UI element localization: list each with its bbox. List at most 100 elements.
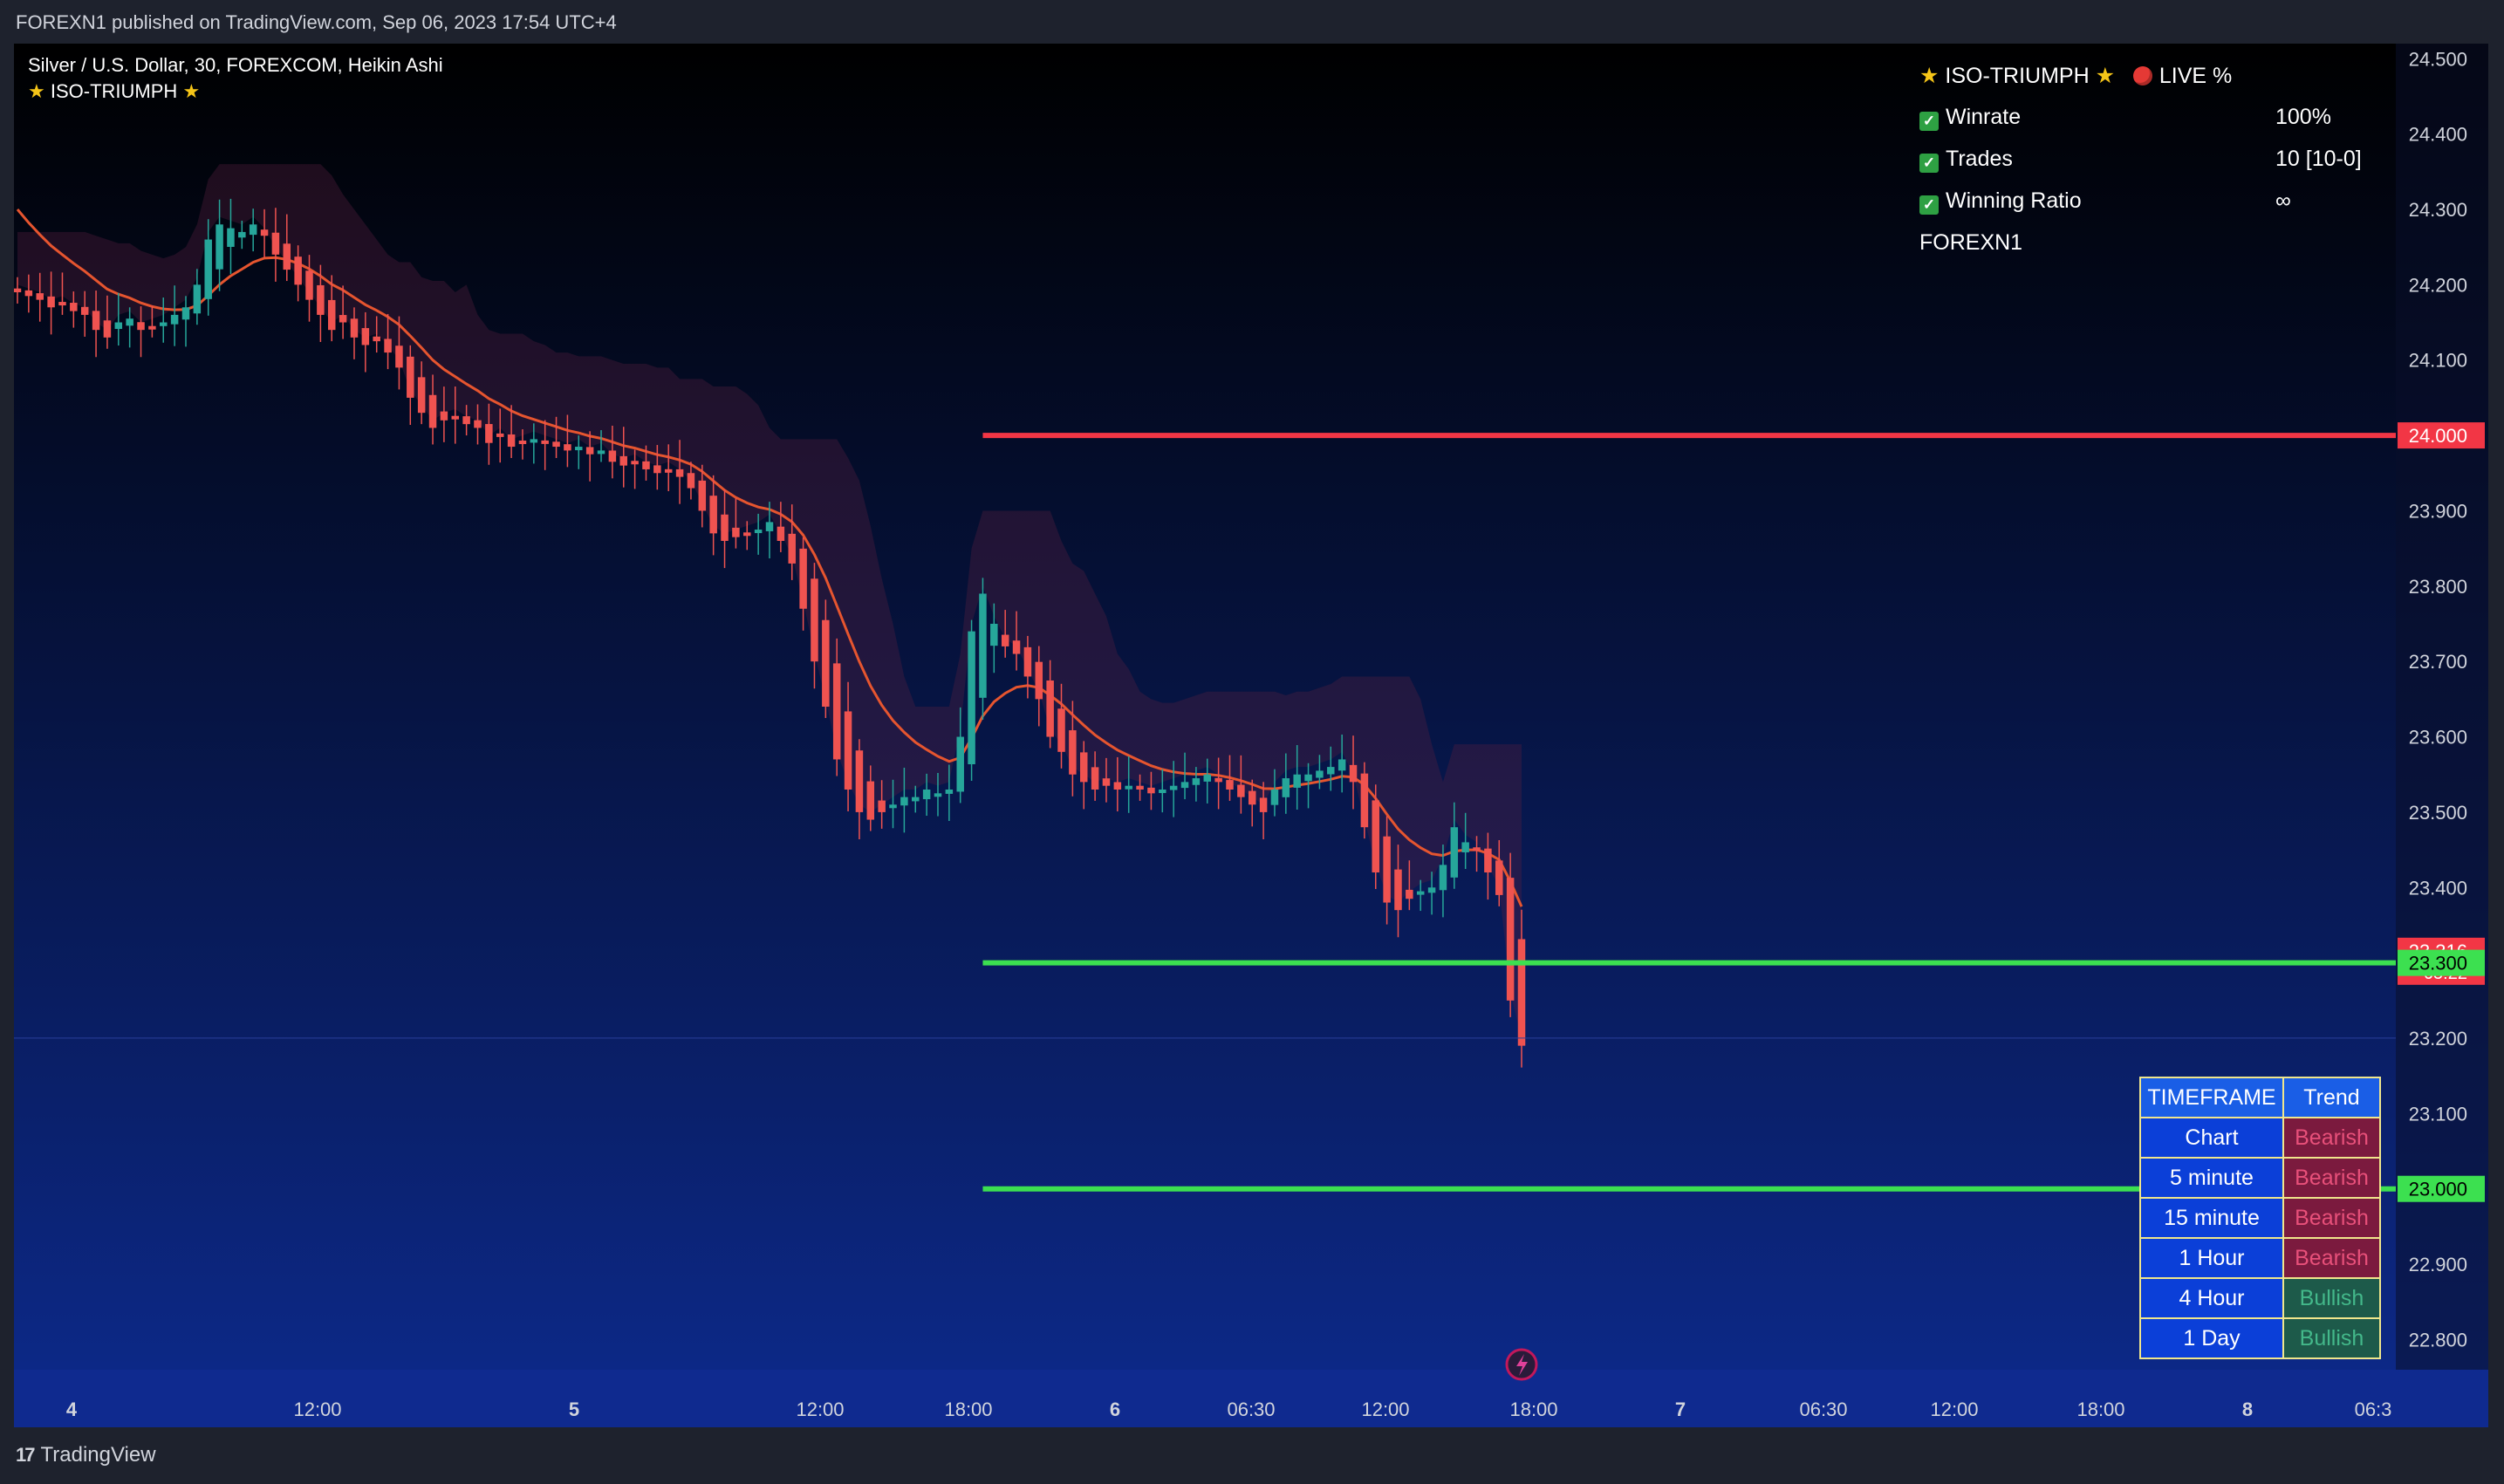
y-tick-label: 22.900 (2409, 1254, 2467, 1275)
chart-area[interactable]: 24.500 24.400 24.300 24.200 24.100 23.900 23.8… (14, 44, 2488, 1427)
indicator-legend[interactable]: ★ ISO-TRIUMPH ★ (28, 80, 200, 103)
candle-body (1517, 939, 1526, 1046)
candle-body (485, 424, 493, 443)
candle-body (1192, 778, 1201, 785)
y-tick-label: 24.300 (2409, 199, 2467, 221)
candle-body (990, 624, 998, 646)
candle-body (1046, 680, 1054, 737)
candle-body (216, 224, 223, 270)
candle-body (317, 284, 325, 315)
candle-body (1214, 777, 1222, 783)
candle-body (866, 781, 875, 820)
y-tick-label: 24.200 (2409, 274, 2467, 296)
candle-body (1427, 887, 1436, 893)
candle-body (619, 455, 627, 466)
price-label: 23.000 (2409, 1179, 2467, 1200)
check-icon: ✓ (1919, 195, 1939, 215)
symbol-legend[interactable]: Silver / U.S. Dollar, 30, FOREXCOM, Heik… (28, 54, 443, 77)
candle-body (855, 750, 864, 812)
tradingview-logo[interactable]: 17 TradingView (16, 1443, 156, 1467)
price-label-bg (2398, 422, 2485, 449)
chart-background (14, 44, 2488, 1427)
candle-body (1169, 785, 1178, 790)
star-icon: ★ (1919, 64, 1940, 88)
candle-body (1203, 774, 1212, 782)
live-label: LIVE % (2159, 64, 2233, 88)
candle-body (832, 663, 841, 760)
table-row: 15 minute Bearish (2139, 1197, 2381, 1239)
stats-value: ∞ (2275, 188, 2291, 213)
candle-body (1506, 878, 1515, 1001)
candle-body (1304, 774, 1312, 782)
candle-body (844, 711, 852, 790)
candle-body (642, 461, 650, 469)
candle-body (80, 306, 89, 315)
timeframe-cell: Chart (2139, 1117, 2284, 1159)
stats-row: ✓ Winrate (1919, 105, 2021, 131)
candle-body (754, 530, 763, 534)
candle-body (1012, 640, 1021, 654)
candle-body (608, 450, 617, 462)
candle-body (1079, 752, 1088, 783)
stats-row: ✓ Trades (1919, 147, 2013, 173)
candle-body (889, 804, 897, 809)
candle-body (900, 797, 908, 806)
candle-body (822, 619, 830, 707)
candle-body (181, 307, 190, 320)
publish-line: FOREXN1 published on TradingView.com, Se… (16, 11, 617, 33)
y-tick-label: 23.100 (2409, 1103, 2467, 1125)
stats-title-row: ★ ISO-TRIUMPH ★ LIVE % (1919, 63, 2232, 89)
candle-body (518, 441, 527, 445)
candlestick-chart[interactable]: 24.500 24.400 24.300 24.200 24.100 23.900 23.8… (14, 44, 2488, 1427)
candle-body (1383, 836, 1391, 903)
candle-body (597, 450, 605, 455)
price-label: 24.000 (2409, 425, 2467, 447)
candle-body (934, 793, 942, 797)
candle-body (271, 232, 280, 255)
table-header: Trend (2282, 1077, 2381, 1118)
trend-cell: Bearish (2282, 1237, 2381, 1279)
price-label: 23.300 (2409, 953, 2467, 975)
candle-body (956, 736, 964, 792)
stats-label: Trades (1946, 147, 2013, 171)
star-icon: ★ (28, 80, 45, 102)
candle-body (732, 527, 740, 537)
candle-body (47, 296, 55, 308)
y-tick-label: 23.700 (2409, 651, 2467, 673)
candle-body (407, 356, 414, 398)
stats-value: 100% (2275, 105, 2331, 129)
x-tick-label: 12:00 (1361, 1399, 1409, 1420)
trend-cell: Bearish (2282, 1117, 2381, 1159)
candle-body (451, 415, 460, 420)
candle-body (496, 433, 504, 437)
candle-body (373, 336, 380, 342)
x-tick-label: 06:30 (1227, 1399, 1275, 1420)
x-tick-label: 7 (1675, 1399, 1686, 1420)
candle-body (36, 293, 44, 300)
brand-name: TradingView (40, 1443, 156, 1467)
candle-body (1180, 782, 1189, 789)
candle-body (788, 533, 796, 564)
y-tick-label: 23.200 (2409, 1028, 2467, 1050)
candle-body (1270, 790, 1279, 805)
candle-body (1259, 797, 1268, 812)
y-tick-label: 23.400 (2409, 877, 2467, 899)
stats-label: Winrate (1946, 105, 2022, 129)
candle-body (631, 461, 639, 465)
candle-body (92, 311, 100, 331)
candle-body (1069, 730, 1077, 775)
stats-label: Winning Ratio (1946, 188, 2082, 213)
candle-body (14, 288, 22, 292)
star-icon: ★ (2095, 64, 2116, 88)
candle-body (170, 314, 179, 325)
x-tick-label: 18:00 (944, 1399, 992, 1420)
y-tick-label: 24.500 (2409, 48, 2467, 70)
x-tick-label: 12:00 (796, 1399, 844, 1420)
star-icon: ★ (182, 80, 201, 102)
candle-body (462, 416, 470, 425)
candle-body (1473, 847, 1481, 851)
candle-body (743, 532, 751, 537)
price-label-bg (2398, 1175, 2485, 1202)
candle-body (103, 320, 112, 338)
x-tick-label: 18:00 (2076, 1399, 2124, 1420)
